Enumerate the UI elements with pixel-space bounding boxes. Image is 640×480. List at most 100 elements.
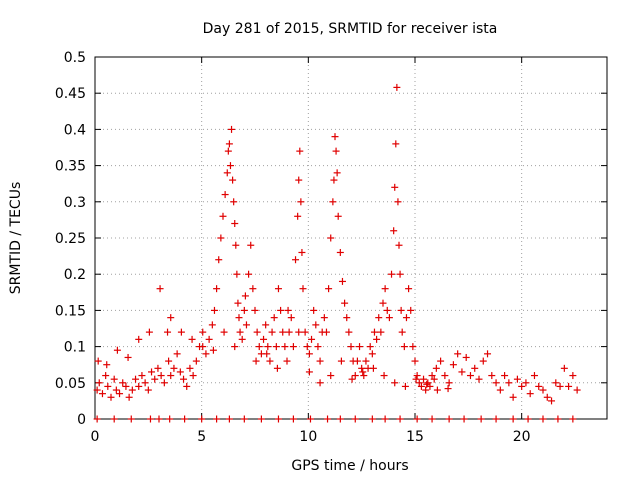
baseline-point	[306, 415, 314, 423]
data-point	[199, 328, 207, 336]
data-point	[337, 357, 345, 365]
data-point	[221, 191, 229, 199]
data-point	[466, 372, 474, 380]
baseline-point	[460, 415, 468, 423]
data-point	[373, 335, 381, 343]
baseline-point	[509, 415, 517, 423]
data-point	[413, 372, 421, 380]
data-point	[370, 328, 378, 336]
data-point	[205, 335, 213, 343]
data-point	[164, 328, 172, 336]
baseline-point	[477, 415, 485, 423]
data-point	[348, 375, 356, 383]
y-tick-label: 0.15	[55, 303, 86, 319]
data-point	[266, 357, 274, 365]
data-point	[229, 176, 237, 184]
data-point	[496, 386, 504, 394]
baseline-point	[336, 415, 344, 423]
data-point	[327, 372, 335, 380]
data-point	[433, 386, 441, 394]
data-point	[573, 386, 581, 394]
data-point	[189, 372, 197, 380]
data-point	[242, 321, 250, 329]
data-point	[274, 285, 282, 293]
baseline-point	[396, 415, 404, 423]
data-point	[188, 335, 196, 343]
data-point	[141, 379, 149, 387]
data-point	[241, 292, 249, 300]
data-point	[247, 241, 255, 249]
data-point	[565, 382, 573, 390]
data-point	[329, 198, 337, 206]
data-point	[518, 382, 526, 390]
data-point	[151, 375, 159, 383]
data-point	[391, 183, 399, 191]
data-point	[260, 335, 268, 343]
data-point	[312, 321, 320, 329]
data-point	[145, 328, 153, 336]
data-point	[235, 314, 243, 322]
y-tick-label: 0.1	[64, 340, 86, 356]
data-point	[458, 368, 466, 376]
data-point	[252, 357, 260, 365]
data-point	[331, 133, 339, 141]
data-point	[400, 343, 408, 351]
data-point	[279, 328, 287, 336]
data-point	[209, 346, 217, 354]
data-point	[160, 379, 168, 387]
data-point	[401, 382, 409, 390]
y-tick-label: 0.3	[64, 195, 86, 211]
data-point	[526, 390, 534, 398]
data-point	[270, 314, 278, 322]
data-point	[411, 357, 419, 365]
x-tick-label: 0	[91, 429, 100, 445]
data-point	[362, 357, 370, 365]
data-point	[475, 375, 483, 383]
data-point	[284, 306, 292, 314]
data-point	[157, 372, 165, 380]
data-point	[539, 386, 547, 394]
data-point	[301, 328, 309, 336]
data-point	[569, 372, 577, 380]
data-point	[432, 364, 440, 372]
data-point	[366, 343, 374, 351]
data-point	[225, 140, 233, 148]
data-point	[353, 357, 361, 365]
data-point	[417, 382, 425, 390]
data-point	[441, 372, 449, 380]
data-point	[287, 314, 295, 322]
data-point	[167, 372, 175, 380]
data-point	[107, 393, 115, 401]
data-point	[501, 372, 509, 380]
data-point	[263, 350, 271, 358]
data-point	[135, 382, 143, 390]
data-point	[407, 306, 415, 314]
data-point	[167, 314, 175, 322]
data-point	[245, 270, 253, 278]
axis-ticks	[94, 56, 607, 420]
data-point	[548, 397, 556, 405]
data-point	[231, 220, 239, 228]
baseline-point	[93, 415, 101, 423]
data-point	[294, 212, 302, 220]
baseline-point	[445, 415, 453, 423]
data-point	[268, 328, 276, 336]
data-point	[128, 386, 136, 394]
y-tick-label: 0.25	[55, 231, 86, 247]
data-point	[234, 299, 242, 307]
data-point	[231, 343, 239, 351]
data-point	[314, 343, 322, 351]
data-point	[449, 361, 457, 369]
data-point	[173, 350, 181, 358]
data-point	[388, 270, 396, 278]
data-point	[104, 382, 112, 390]
data-point	[98, 390, 106, 398]
data-points	[93, 83, 581, 405]
baseline-point	[213, 415, 221, 423]
baseline-point	[127, 415, 135, 423]
data-point	[217, 234, 225, 242]
baseline-point	[554, 415, 562, 423]
data-point	[393, 83, 401, 91]
data-point	[165, 357, 173, 365]
data-point	[255, 343, 263, 351]
